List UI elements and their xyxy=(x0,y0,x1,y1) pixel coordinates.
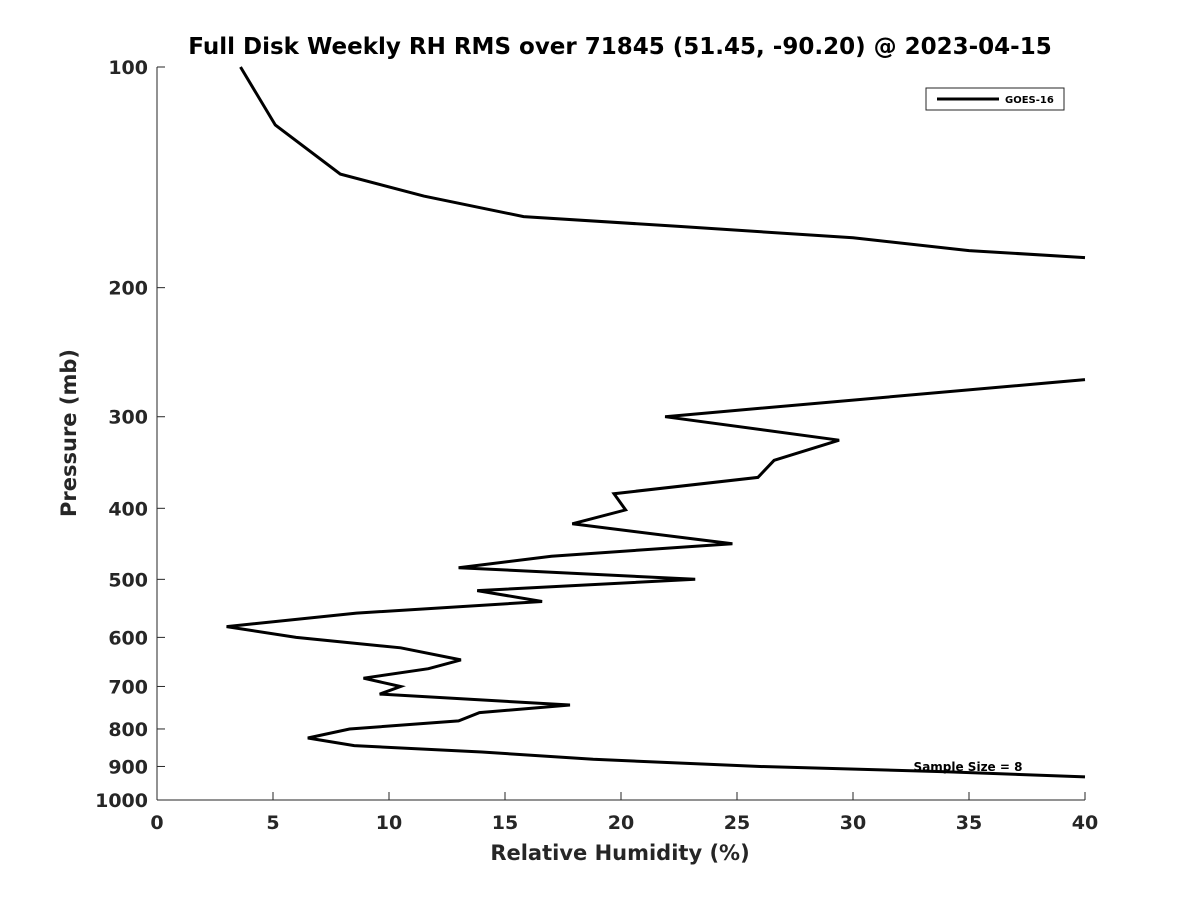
x-axis-label: Relative Humidity (%) xyxy=(490,841,749,865)
y-tick-label: 100 xyxy=(108,57,148,79)
x-tick-label: 5 xyxy=(266,812,279,834)
x-tick-label: 35 xyxy=(956,812,982,834)
legend-entry-goes-16: GOES-16 xyxy=(1005,95,1054,106)
x-tick-label: 0 xyxy=(150,812,163,834)
y-axis: 100 200 300 400 500 600 700 800 900 1000 xyxy=(95,57,165,812)
y-tick-label: 1000 xyxy=(95,790,148,812)
x-tick-label: 25 xyxy=(724,812,750,834)
x-tick-label: 40 xyxy=(1072,812,1098,834)
y-tick-label: 600 xyxy=(108,627,148,649)
series-line-goes-16-segment-2 xyxy=(226,378,1086,779)
legend: GOES-16 xyxy=(925,87,1065,111)
y-axis-label: Pressure (mb) xyxy=(57,349,81,517)
sample-size-annotation: Sample Size = 8 xyxy=(914,760,1023,774)
y-tick-label: 300 xyxy=(108,407,148,429)
series-line-goes-16-segment-1 xyxy=(239,66,1086,260)
x-tick-label: 20 xyxy=(608,812,634,834)
y-tick-label: 700 xyxy=(108,676,148,698)
y-tick-label: 500 xyxy=(108,569,148,591)
x-axis: 0 5 10 15 20 25 30 35 40 xyxy=(150,792,1098,834)
y-tick-label: 400 xyxy=(108,498,148,520)
y-tick-label: 900 xyxy=(108,756,148,778)
x-tick-label: 30 xyxy=(840,812,866,834)
chart-title: Full Disk Weekly RH RMS over 71845 (51.4… xyxy=(188,34,1051,60)
x-tick-label: 15 xyxy=(492,812,518,834)
y-tick-label: 200 xyxy=(108,278,148,300)
y-tick-label: 800 xyxy=(108,719,148,741)
x-tick-label: 10 xyxy=(376,812,402,834)
series-layer xyxy=(226,66,1086,779)
